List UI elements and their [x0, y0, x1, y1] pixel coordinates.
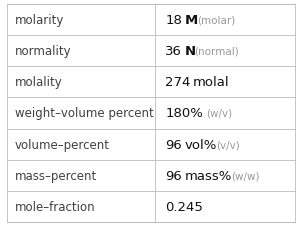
Text: M: M: [185, 14, 198, 27]
Text: 36: 36: [165, 45, 182, 58]
Text: 274: 274: [165, 76, 191, 89]
Text: (w/v): (w/v): [206, 109, 232, 118]
Text: molarity: molarity: [15, 14, 64, 27]
Text: 96: 96: [165, 138, 182, 151]
Text: (v/v): (v/v): [216, 140, 239, 150]
Text: mass–percent: mass–percent: [15, 169, 97, 182]
Text: weight–volume percent: weight–volume percent: [15, 107, 154, 120]
Text: mass%: mass%: [185, 169, 232, 182]
Text: 18: 18: [165, 14, 182, 27]
Text: (w/w): (w/w): [231, 170, 259, 180]
Text: volume–percent: volume–percent: [15, 138, 110, 151]
Text: (normal): (normal): [194, 47, 239, 57]
Text: (molar): (molar): [197, 15, 235, 25]
Text: 96: 96: [165, 169, 182, 182]
Text: N: N: [185, 45, 196, 58]
Text: normality: normality: [15, 45, 72, 58]
Text: mole–fraction: mole–fraction: [15, 200, 96, 213]
Text: molality: molality: [15, 76, 63, 89]
Text: 180%: 180%: [165, 107, 203, 120]
Text: 0.245: 0.245: [165, 200, 203, 213]
Text: molal: molal: [193, 76, 230, 89]
Text: vol%: vol%: [185, 138, 217, 151]
